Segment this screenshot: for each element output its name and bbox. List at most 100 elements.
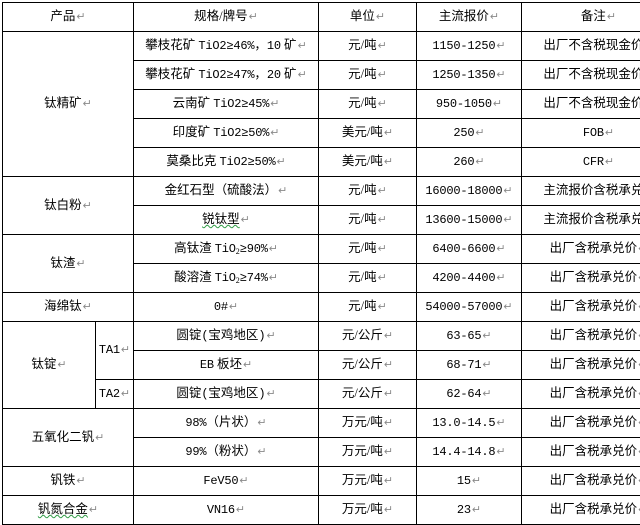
pilcrow-mark: ↵ — [604, 156, 614, 168]
product-name-cell: 五氧化二钒↵ — [3, 409, 134, 467]
spec-cell-text: VN16 — [207, 502, 235, 516]
remark-cell-text: CFR — [583, 154, 604, 168]
spec-cell: VN16↵ — [134, 496, 319, 525]
unit-cell-text: 元/吨 — [348, 299, 376, 313]
spec-cell: EB 板坯↵ — [134, 351, 319, 380]
product-name-cell: 钛锭↵ — [3, 322, 96, 409]
pilcrow-mark: ↵ — [377, 69, 387, 81]
remark-cell: 出厂含税承兑价↵ — [522, 235, 640, 264]
remark-cell: FOB↵ — [522, 119, 640, 148]
price-cell-text: 16000-18000 — [425, 183, 502, 197]
unit-cell-text: 美元/吨 — [342, 125, 383, 139]
pilcrow-mark: ↵ — [377, 301, 387, 313]
grade-cell-text: TA1 — [99, 342, 120, 356]
header-remark-text: 备注 — [581, 9, 606, 23]
spec-cell-text: 圆锭(宝鸡地区) — [176, 328, 265, 342]
pilcrow-mark: ↵ — [238, 475, 248, 487]
unit-cell-text: 美元/吨 — [342, 154, 383, 168]
spec-cell: 云南矿 TiO2≥45%↵ — [134, 90, 319, 119]
unit-cell: 元/公斤↵ — [319, 380, 417, 409]
pilcrow-mark: ↵ — [377, 40, 387, 52]
product-name-cell-text: 钛锭 — [31, 357, 56, 371]
remark-cell: 出厂含税承兑价↵ — [522, 438, 640, 467]
spec-cell-text: 锐钛型 — [202, 212, 240, 226]
unit-cell: 万元/吨↵ — [319, 409, 417, 438]
price-cell-text: 1250-1350 — [432, 67, 495, 81]
pilcrow-mark: ↵ — [228, 301, 238, 313]
pilcrow-mark: ↵ — [297, 40, 307, 52]
remark-cell-text: 出厂含税承兑价 — [550, 299, 638, 313]
pilcrow-mark: ↵ — [377, 214, 387, 226]
product-name-cell: 海绵钛↵ — [3, 293, 134, 322]
unit-cell: 元/吨↵ — [319, 206, 417, 235]
unit-cell-text: 元/吨 — [348, 270, 376, 284]
pilcrow-mark: ↵ — [489, 11, 499, 23]
spec-cell-text: 金红石型（硫酸法） — [165, 183, 278, 197]
price-cell-text: 14.4-14.8 — [432, 444, 495, 458]
unit-cell-text: 元/公斤 — [342, 328, 383, 342]
pilcrow-mark: ↵ — [75, 258, 85, 270]
spec-cell-text: FeV50 — [203, 473, 238, 487]
unit-cell: 万元/吨↵ — [319, 467, 417, 496]
product-name-cell-text: 钒铁 — [50, 473, 75, 487]
pilcrow-mark: ↵ — [474, 156, 484, 168]
pilcrow-mark: ↵ — [604, 127, 614, 139]
spec-cell: 圆锭(宝鸡地区)↵ — [134, 322, 319, 351]
pilcrow-mark: ↵ — [502, 301, 512, 313]
price-cell-text: 6400-6600 — [432, 241, 495, 255]
remark-cell: CFR↵ — [522, 148, 640, 177]
table-row: 钒铁↵FeV50↵万元/吨↵15↵出厂含税承兑价↵ — [3, 467, 640, 496]
remark-cell-text: 主流报价含税承兑 — [543, 183, 640, 197]
table-header-row: 产品 ↵ 规格/牌号↵单位↵主流报价↵备注↵ — [3, 3, 640, 32]
remark-cell-text: 出厂含税承兑价 — [550, 444, 638, 458]
pilcrow-mark: ↵ — [377, 185, 387, 197]
grade-cell: TA1↵ — [96, 322, 134, 380]
pilcrow-mark: ↵ — [495, 446, 505, 458]
pilcrow-mark: ↵ — [471, 504, 481, 516]
price-cell: 62-64↵ — [417, 380, 522, 409]
spec-cell-text: 高钛渣 TiO2≥90% — [174, 241, 268, 255]
header-unit: 单位↵ — [319, 3, 417, 32]
unit-cell-text: 元/吨 — [348, 38, 376, 52]
header-spec-text: 规格/牌号 — [194, 9, 247, 23]
product-name-cell-text: 海绵钛 — [44, 299, 82, 313]
spec-cell: 98%（片状）↵ — [134, 409, 319, 438]
table-row: 钒氮合金↵VN16↵万元/吨↵23↵出厂含税承兑价↵ — [3, 496, 640, 525]
spec-cell: 印度矿 TiO2≥50%↵ — [134, 119, 319, 148]
spec-cell-text: 攀枝花矿 TiO2≥46%，10 矿 — [145, 38, 296, 52]
price-table-body: 产品↵规格/牌号↵单位↵主流报价↵备注↵钛精矿↵攀枝花矿 TiO2≥46%，10… — [3, 3, 640, 525]
price-cell: 260↵ — [417, 148, 522, 177]
unit-cell: 美元/吨↵ — [319, 119, 417, 148]
pilcrow-mark: ↵ — [82, 200, 92, 212]
pilcrow-mark: ↵ — [383, 504, 393, 516]
remark-cell-text: 出厂不含税现金价 — [543, 38, 640, 52]
pilcrow-mark: ↵ — [265, 388, 275, 400]
price-cell: 63-65↵ — [417, 322, 522, 351]
unit-cell-text: 万元/吨 — [342, 473, 383, 487]
unit-cell-text: 万元/吨 — [342, 502, 383, 516]
header-spec: 规格/牌号↵ — [134, 3, 319, 32]
remark-cell: 出厂不含税现金价↵ — [522, 90, 640, 119]
pilcrow-mark: ↵ — [242, 359, 252, 371]
price-cell: 13600-15000↵ — [417, 206, 522, 235]
remark-cell: 出厂含税承兑价↵ — [522, 496, 640, 525]
grade-cell: TA2↵ — [96, 380, 134, 409]
pilcrow-mark: ↵ — [502, 185, 512, 197]
unit-cell-text: 元/吨 — [348, 212, 376, 226]
header-price: 主流报价↵ — [417, 3, 522, 32]
unit-cell: 元/吨↵ — [319, 32, 417, 61]
header-remark: 备注↵ — [522, 3, 640, 32]
unit-cell: 元/吨↵ — [319, 61, 417, 90]
remark-cell: 出厂含税承兑价↵ — [522, 322, 640, 351]
remark-cell-text: 出厂含税承兑价 — [550, 386, 638, 400]
pilcrow-mark: ↵ — [82, 98, 92, 110]
header-product-text: 产品 — [50, 9, 75, 23]
spec-cell: 0#↵ — [134, 293, 319, 322]
pilcrow-mark: ↵ — [94, 432, 104, 444]
table-row: 钛精矿↵攀枝花矿 TiO2≥46%，10 矿↵元/吨↵1150-1250↵出厂不… — [3, 32, 640, 61]
price-cell: 1150-1250↵ — [417, 32, 522, 61]
unit-cell: 元/吨↵ — [319, 177, 417, 206]
table-row: 钛渣↵高钛渣 TiO2≥90%↵元/吨↵6400-6600↵出厂含税承兑价↵ — [3, 235, 640, 264]
price-cell-text: 4200-4400 — [432, 270, 495, 284]
pilcrow-mark: ↵ — [481, 330, 491, 342]
